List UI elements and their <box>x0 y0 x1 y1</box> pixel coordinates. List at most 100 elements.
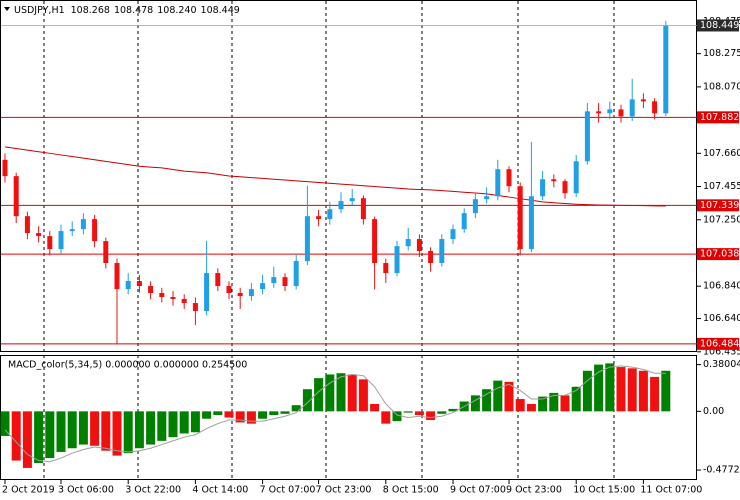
candle-body <box>170 297 176 299</box>
x-tick-label: 4 Oct 14:00 <box>192 485 248 496</box>
candle-body <box>237 292 243 297</box>
candle-body <box>92 219 98 242</box>
x-tick-label: 9 Oct 23:00 <box>506 485 562 496</box>
candle-body <box>293 261 299 287</box>
histogram-bar <box>280 411 290 414</box>
candle-body <box>114 263 120 290</box>
histogram-bar <box>661 370 671 412</box>
x-tick-label: 3 Oct 22:00 <box>125 485 181 496</box>
candle-body <box>316 216 322 220</box>
candle-body <box>304 216 310 262</box>
candle-body <box>349 198 355 202</box>
candle-body <box>573 161 579 194</box>
candle-body <box>584 111 590 162</box>
histogram-bar <box>437 411 447 414</box>
histogram-bar <box>594 364 604 412</box>
x-tick-label: 7 Oct 23:00 <box>316 485 372 496</box>
histogram-bar <box>67 411 77 449</box>
open: 108.268 <box>71 5 110 16</box>
level-label: 107.339 <box>700 200 739 211</box>
x-tick-label: 9 Oct 07:00 <box>450 485 506 496</box>
candle-body <box>148 286 154 293</box>
candle-body <box>551 179 557 182</box>
histogram-bar <box>470 395 480 412</box>
x-tick-label: 7 Oct 07:00 <box>260 485 316 496</box>
histogram-bar <box>190 411 200 433</box>
candle-body <box>562 181 568 194</box>
y-tick-label: 0.380048 <box>703 359 740 370</box>
candle-body <box>226 286 232 293</box>
candle-body <box>528 196 534 250</box>
candle-body <box>416 239 422 252</box>
histogram-bar <box>235 411 245 423</box>
histogram-bar <box>202 411 212 419</box>
histogram-bar <box>560 395 570 412</box>
candle-body <box>360 198 366 220</box>
candle-body <box>181 298 187 304</box>
histogram-bar <box>381 411 391 424</box>
histogram-bar <box>414 411 424 416</box>
candle-body <box>663 25 669 114</box>
candle-body <box>47 236 53 250</box>
y-tick-label: 107.455 <box>703 181 740 192</box>
candle-body <box>405 239 411 247</box>
histogram-bar <box>258 411 268 419</box>
histogram-bar <box>515 399 525 412</box>
signal-line <box>4 365 666 463</box>
histogram-bar <box>291 405 301 412</box>
y-tick-label: 108.275 <box>703 48 740 59</box>
candle-body <box>472 199 478 214</box>
histogram-bar <box>213 411 223 416</box>
histogram-bar <box>0 411 10 436</box>
candle-body <box>282 277 288 287</box>
histogram-bar <box>403 411 413 413</box>
histogram-bar <box>246 411 256 424</box>
histogram-bar <box>78 411 88 445</box>
histogram-bar <box>179 411 189 434</box>
candle-body <box>372 219 378 264</box>
histogram-bar <box>112 411 122 456</box>
candle-body <box>640 99 646 102</box>
plot <box>0 20 697 468</box>
x-tick-label: 2 Oct 2019 <box>2 485 55 496</box>
candle-body <box>271 277 277 284</box>
histogram-bar <box>168 411 178 438</box>
candle-body <box>215 273 221 287</box>
histogram-bar <box>448 408 458 412</box>
candle-body <box>24 216 30 234</box>
candle-body <box>260 283 266 290</box>
close: 108.449 <box>201 5 240 16</box>
histogram-bar <box>370 403 380 412</box>
x-tick-label: 10 Oct 15:00 <box>573 485 635 496</box>
histogram-bar <box>123 411 133 454</box>
candle-body <box>428 251 434 264</box>
candle-body <box>80 219 86 230</box>
candle-body <box>204 273 210 311</box>
histogram-bar <box>392 411 402 422</box>
candle-body <box>136 281 142 287</box>
candle-body <box>596 111 602 114</box>
candle-body <box>439 239 445 264</box>
histogram-bar <box>34 411 44 464</box>
x-tick-label: 8 Oct 15:00 <box>383 485 439 496</box>
level-label-box <box>697 248 739 261</box>
histogram-bar <box>549 392 559 412</box>
candle-body <box>484 196 490 200</box>
histogram-bar <box>426 411 436 420</box>
candle-body <box>394 246 400 274</box>
histogram-bar <box>504 381 514 412</box>
level-label-box <box>697 337 739 350</box>
header: USDJPY,H1 108.268 108.478 108.240 108.449 <box>14 5 240 16</box>
histogram-bar <box>302 389 312 412</box>
high: 108.478 <box>114 5 153 16</box>
y-tick-label: 106.640 <box>703 313 740 324</box>
candle-body <box>652 101 658 114</box>
histogram-bar <box>224 411 234 418</box>
low: 108.240 <box>157 5 196 16</box>
macd-title: MACD_color(5,34,5) 0.000000 0.000000 0.2… <box>8 360 247 371</box>
moving-average <box>4 146 666 207</box>
histogram-bar <box>526 403 536 412</box>
histogram-bar <box>22 411 32 468</box>
histogram-bar <box>45 411 55 459</box>
